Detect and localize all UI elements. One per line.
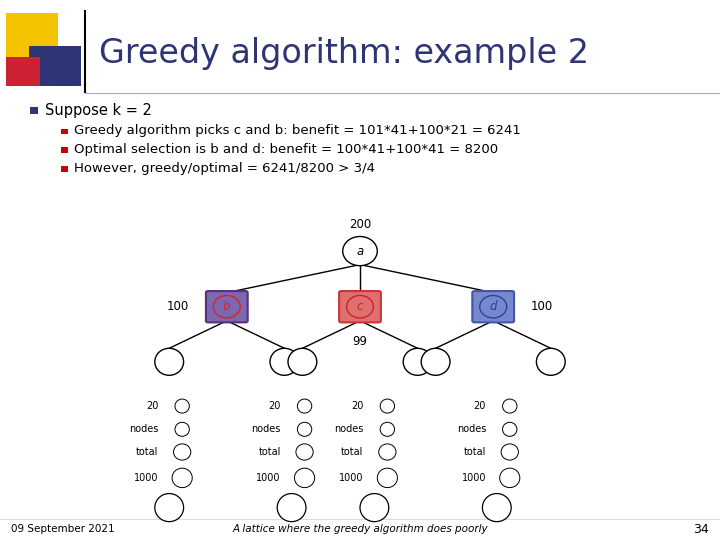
Ellipse shape — [503, 422, 517, 436]
Text: Greedy algorithm picks c and b: benefit = 101*41+100*21 = 6241: Greedy algorithm picks c and b: benefit … — [74, 124, 521, 137]
Bar — [6, 13, 58, 71]
Text: total: total — [258, 447, 281, 457]
Ellipse shape — [270, 348, 299, 375]
Ellipse shape — [174, 444, 191, 460]
Text: a: a — [356, 245, 364, 258]
Text: total: total — [341, 447, 364, 457]
Text: Optimal selection is b and d: benefit = 100*41+100*41 = 8200: Optimal selection is b and d: benefit = … — [74, 143, 498, 156]
FancyBboxPatch shape — [339, 291, 381, 322]
Text: 20: 20 — [351, 401, 364, 411]
Ellipse shape — [377, 468, 397, 488]
Text: 20: 20 — [146, 401, 158, 411]
Text: 20: 20 — [269, 401, 281, 411]
Text: total: total — [136, 447, 158, 457]
Ellipse shape — [297, 399, 312, 413]
Text: 1000: 1000 — [256, 473, 281, 483]
Ellipse shape — [379, 444, 396, 460]
Text: 99: 99 — [353, 335, 367, 348]
Text: 09 September 2021: 09 September 2021 — [11, 524, 114, 534]
Ellipse shape — [294, 468, 315, 488]
FancyBboxPatch shape — [472, 291, 514, 322]
FancyBboxPatch shape — [206, 291, 248, 322]
Ellipse shape — [403, 348, 432, 375]
Ellipse shape — [503, 399, 517, 413]
Ellipse shape — [297, 422, 312, 436]
Ellipse shape — [175, 422, 189, 436]
Text: nodes: nodes — [456, 424, 486, 434]
Text: c: c — [356, 300, 364, 313]
Text: nodes: nodes — [334, 424, 364, 434]
Ellipse shape — [380, 399, 395, 413]
Ellipse shape — [360, 494, 389, 522]
Ellipse shape — [175, 399, 189, 413]
Ellipse shape — [380, 422, 395, 436]
Text: 20: 20 — [474, 401, 486, 411]
Text: 1000: 1000 — [134, 473, 158, 483]
Ellipse shape — [172, 468, 192, 488]
Ellipse shape — [482, 494, 511, 522]
Ellipse shape — [155, 494, 184, 522]
Ellipse shape — [296, 444, 313, 460]
Bar — [61, 147, 68, 153]
Ellipse shape — [277, 494, 306, 522]
Ellipse shape — [421, 348, 450, 375]
Ellipse shape — [501, 444, 518, 460]
Ellipse shape — [155, 348, 184, 375]
Text: d: d — [490, 300, 497, 313]
Text: total: total — [464, 447, 486, 457]
Text: Suppose k = 2: Suppose k = 2 — [45, 103, 151, 118]
Text: A lattice where the greedy algorithm does poorly: A lattice where the greedy algorithm doe… — [232, 524, 488, 534]
Text: b: b — [223, 300, 230, 313]
Bar — [6, 57, 40, 86]
Ellipse shape — [343, 237, 377, 266]
Ellipse shape — [500, 468, 520, 488]
Text: 1000: 1000 — [339, 473, 364, 483]
Text: nodes: nodes — [251, 424, 281, 434]
Text: 34: 34 — [693, 523, 709, 536]
Text: 1000: 1000 — [462, 473, 486, 483]
Text: Greedy algorithm: example 2: Greedy algorithm: example 2 — [99, 37, 590, 71]
Text: However, greedy/optimal = 6241/8200 > 3/4: However, greedy/optimal = 6241/8200 > 3/… — [74, 162, 375, 175]
Ellipse shape — [288, 348, 317, 375]
Text: 200: 200 — [349, 218, 371, 231]
Bar — [29, 46, 81, 86]
Bar — [30, 107, 38, 114]
Text: nodes: nodes — [129, 424, 158, 434]
Text: 100: 100 — [167, 300, 189, 313]
Ellipse shape — [536, 348, 565, 375]
Bar — [61, 129, 68, 134]
Bar — [61, 166, 68, 172]
Text: 100: 100 — [531, 300, 553, 313]
